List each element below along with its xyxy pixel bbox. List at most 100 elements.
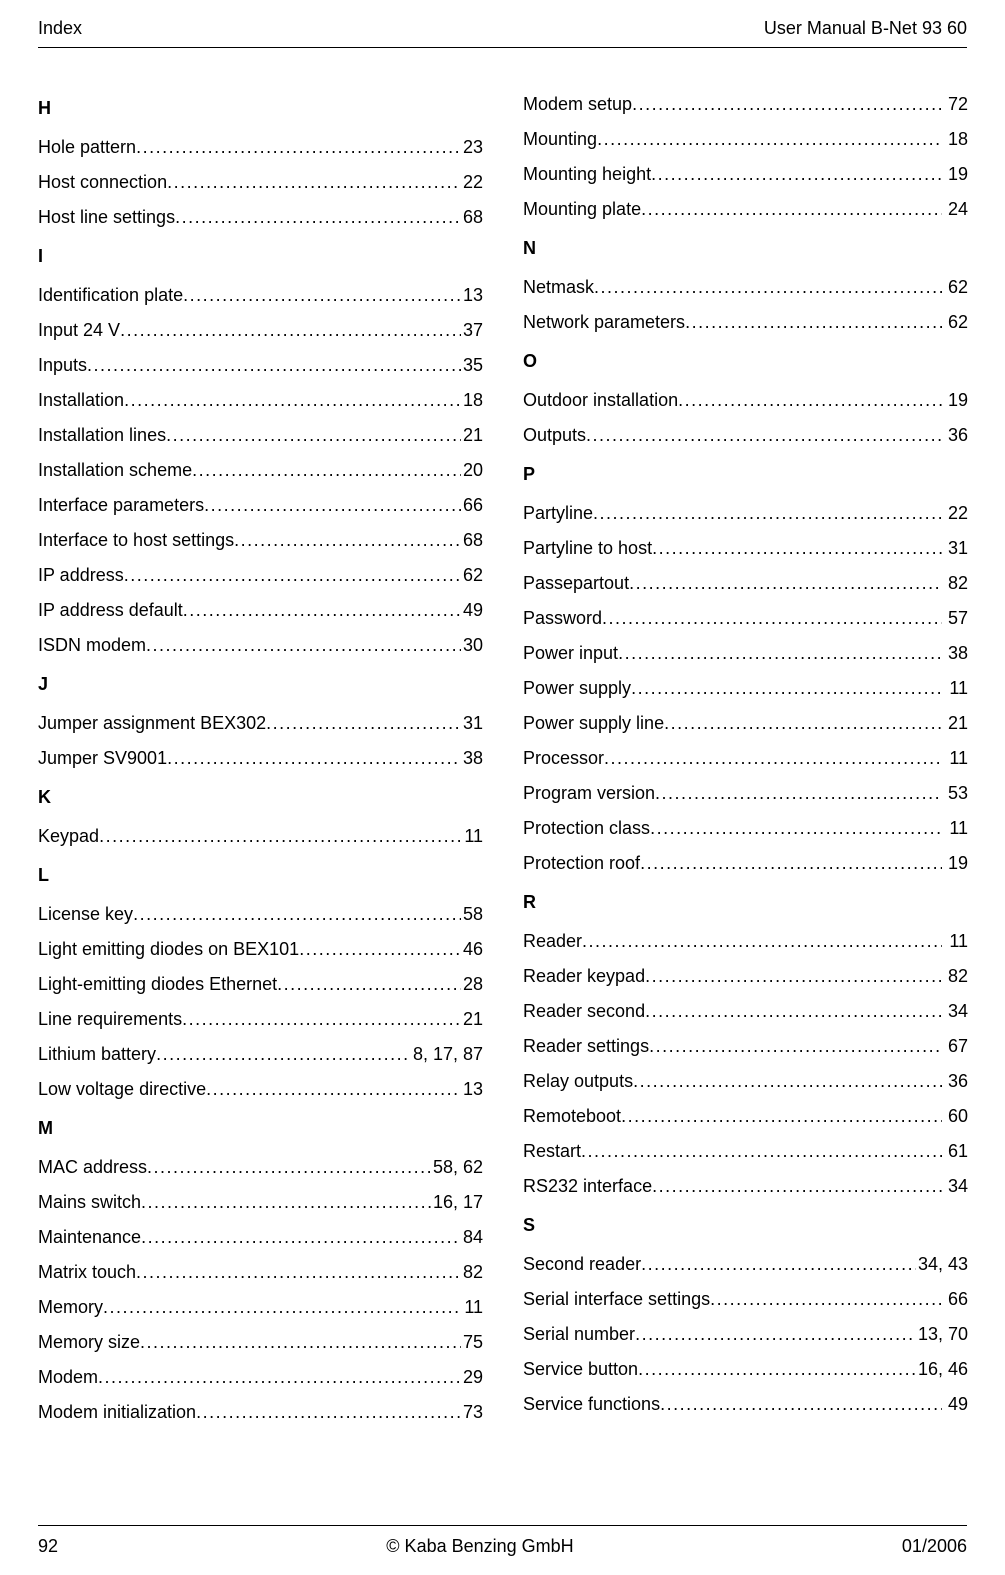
index-page-ref: 75: [461, 1332, 483, 1353]
index-term: Serial number: [523, 1324, 635, 1345]
index-page-ref: 11: [942, 931, 968, 952]
index-page-ref: 11: [462, 1297, 483, 1318]
index-page-ref: 13: [461, 285, 483, 306]
index-page-ref: 11: [462, 826, 483, 847]
index-term: Modem: [38, 1367, 98, 1388]
index-leader-dots: [141, 1227, 461, 1248]
index-term: Memory size: [38, 1332, 140, 1353]
index-term: Mounting: [523, 129, 597, 150]
index-leader-dots: [175, 207, 461, 228]
index-entry: Remoteboot60: [523, 1106, 968, 1127]
index-entry: Restart61: [523, 1141, 968, 1162]
index-leader-dots: [650, 818, 942, 839]
index-entry: Power input 38: [523, 643, 968, 664]
index-term: Mounting height: [523, 164, 651, 185]
index-term: Matrix touch: [38, 1262, 136, 1283]
index-entry: Interface to host settings 68: [38, 530, 483, 551]
index-leader-dots: [604, 748, 942, 769]
index-term: IP address: [38, 565, 124, 586]
index-leader-dots: [183, 285, 461, 306]
index-leader-dots: [196, 1402, 461, 1423]
index-term: Power input: [523, 643, 618, 664]
index-entry: Service button16, 46: [523, 1359, 968, 1380]
header-right: User Manual B-Net 93 60: [764, 18, 967, 39]
index-leader-dots: [655, 783, 942, 804]
index-leader-dots: [581, 1141, 942, 1162]
index-page-ref: 23: [461, 137, 483, 158]
index-entry: Protection roof19: [523, 853, 968, 874]
index-leader-dots: [645, 1001, 942, 1022]
index-term: Network parameters: [523, 312, 685, 333]
index-term: Passepartout: [523, 573, 629, 594]
index-entry: Inputs35: [38, 355, 483, 376]
index-term: Light-emitting diodes Ethernet: [38, 974, 277, 995]
index-term: Protection roof: [523, 853, 640, 874]
index-term: Jumper SV9001: [38, 748, 167, 769]
index-leader-dots: [685, 312, 942, 333]
index-page-ref: 34: [942, 1176, 968, 1197]
index-page-ref: 82: [461, 1262, 483, 1283]
index-entry: Matrix touch 82: [38, 1262, 483, 1283]
index-leader-dots: [638, 1359, 916, 1380]
index-term: Reader: [523, 931, 582, 952]
index-entry: Outdoor installation19: [523, 390, 968, 411]
index-page-ref: 34, 43: [916, 1254, 968, 1275]
index-page-ref: 53: [942, 783, 968, 804]
index-entry: Service functions49: [523, 1394, 968, 1415]
index-leader-dots: [141, 1192, 431, 1213]
index-page-ref: 22: [461, 172, 483, 193]
index-entry: Jumper SV900138: [38, 748, 483, 769]
index-term: Service button: [523, 1359, 638, 1380]
index-entry: Reader settings67: [523, 1036, 968, 1057]
index-entry: Host connection22: [38, 172, 483, 193]
index-leader-dots: [124, 390, 461, 411]
index-term: Line requirements: [38, 1009, 182, 1030]
index-section-letter: H: [38, 98, 483, 119]
index-leader-dots: [146, 635, 461, 656]
index-entry: Password57: [523, 608, 968, 629]
index-column-left: HHole pattern23Host connection22Host lin…: [38, 94, 483, 1517]
footer-copyright: © Kaba Benzing GmbH: [386, 1536, 573, 1557]
index-entry: Serial number 13, 70: [523, 1324, 968, 1345]
index-page-ref: 62: [942, 312, 968, 333]
index-leader-dots: [641, 199, 942, 220]
index-entry: Memory11: [38, 1297, 483, 1318]
index-page-ref: 38: [942, 643, 968, 664]
index-term: Program version: [523, 783, 655, 804]
index-leader-dots: [99, 826, 462, 847]
index-page-ref: 18: [942, 129, 968, 150]
index-entry: License key58: [38, 904, 483, 925]
index-page-ref: 60: [942, 1106, 968, 1127]
index-leader-dots: [87, 355, 461, 376]
index-page-ref: 68: [461, 530, 483, 551]
index-page-ref: 13: [461, 1079, 483, 1100]
index-leader-dots: [651, 164, 942, 185]
index-page-ref: 66: [461, 495, 483, 516]
index-leader-dots: [299, 939, 461, 960]
index-term: RS232 interface: [523, 1176, 652, 1197]
header-left: Index: [38, 18, 82, 39]
index-term: Service functions: [523, 1394, 660, 1415]
index-entry: Mains switch16, 17: [38, 1192, 483, 1213]
index-entry: Host line settings68: [38, 207, 483, 228]
index-section-letter: M: [38, 1118, 483, 1139]
index-page-ref: 19: [942, 390, 968, 411]
index-entry: Network parameters 62: [523, 312, 968, 333]
index-term: Interface to host settings: [38, 530, 234, 551]
index-leader-dots: [98, 1367, 461, 1388]
index-leader-dots: [597, 129, 942, 150]
index-term: Lithium battery: [38, 1044, 156, 1065]
index-entry: Maintenance84: [38, 1227, 483, 1248]
index-column-right: Modem setup72Mounting18Mounting height19…: [523, 94, 968, 1517]
index-term: Installation lines: [38, 425, 166, 446]
index-entry: Modem29: [38, 1367, 483, 1388]
index-leader-dots: [631, 678, 942, 699]
index-page-ref: 13, 70: [916, 1324, 968, 1345]
index-term: IP address default: [38, 600, 183, 621]
index-leader-dots: [266, 713, 461, 734]
index-leader-dots: [136, 1262, 461, 1283]
index-page-ref: 11: [942, 678, 968, 699]
index-entry: Memory size 75: [38, 1332, 483, 1353]
index-leader-dots: [664, 713, 942, 734]
index-page-ref: 21: [461, 1009, 483, 1030]
